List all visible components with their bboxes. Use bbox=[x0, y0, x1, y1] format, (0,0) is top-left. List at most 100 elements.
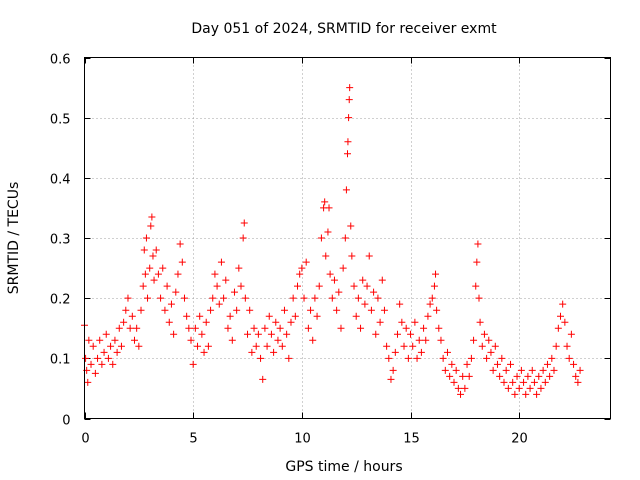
data-point bbox=[159, 264, 167, 272]
data-point bbox=[215, 300, 223, 308]
data-point bbox=[574, 378, 582, 386]
data-point bbox=[345, 114, 353, 122]
data-point bbox=[180, 294, 188, 302]
data-point bbox=[407, 330, 415, 338]
data-point bbox=[576, 366, 584, 374]
data-point bbox=[413, 354, 421, 362]
data-point bbox=[561, 318, 569, 326]
data-point bbox=[430, 282, 438, 290]
data-point bbox=[254, 330, 262, 338]
data-point bbox=[235, 264, 243, 272]
data-point bbox=[363, 282, 371, 290]
x-axis-label: GPS time / hours bbox=[285, 459, 402, 475]
data-point bbox=[165, 318, 173, 326]
data-point bbox=[517, 366, 525, 374]
data-point bbox=[402, 324, 410, 332]
x-tick-label: 5 bbox=[189, 432, 197, 447]
data-point bbox=[396, 300, 404, 308]
data-point bbox=[470, 336, 478, 344]
data-point bbox=[520, 378, 528, 386]
data-point bbox=[376, 318, 384, 326]
data-point bbox=[541, 378, 549, 386]
data-point bbox=[513, 372, 521, 380]
data-point bbox=[128, 312, 136, 320]
data-point bbox=[276, 324, 284, 332]
data-point bbox=[515, 384, 523, 392]
data-point bbox=[283, 330, 291, 338]
data-point bbox=[422, 336, 430, 344]
data-point bbox=[291, 312, 299, 320]
data-point bbox=[122, 306, 130, 314]
data-point bbox=[424, 312, 432, 320]
data-point bbox=[183, 312, 191, 320]
data-point bbox=[433, 306, 441, 314]
data-point bbox=[509, 378, 517, 386]
data-point bbox=[387, 375, 395, 383]
data-point bbox=[230, 288, 238, 296]
data-point bbox=[548, 354, 556, 362]
data-point bbox=[233, 306, 241, 314]
data-point bbox=[502, 366, 510, 374]
data-point bbox=[428, 294, 436, 302]
data-point bbox=[248, 348, 256, 356]
data-point bbox=[559, 300, 567, 308]
data-point bbox=[528, 366, 536, 374]
data-point bbox=[294, 282, 302, 290]
y-tick-label: 0.2 bbox=[50, 293, 71, 308]
data-point bbox=[385, 354, 393, 362]
data-point bbox=[240, 219, 248, 227]
grid-lines bbox=[84, 57, 611, 419]
data-point bbox=[467, 354, 475, 362]
data-point bbox=[135, 342, 143, 350]
data-point bbox=[380, 306, 388, 314]
data-point bbox=[94, 354, 102, 362]
data-point bbox=[370, 288, 378, 296]
data-point bbox=[552, 342, 560, 350]
data-point bbox=[147, 222, 155, 230]
data-point bbox=[457, 390, 465, 398]
data-point bbox=[443, 348, 451, 356]
data-point bbox=[246, 306, 254, 314]
data-point bbox=[504, 384, 512, 392]
data-point bbox=[344, 138, 352, 146]
data-point bbox=[163, 282, 171, 290]
data-point bbox=[550, 366, 558, 374]
data-point bbox=[198, 330, 206, 338]
data-point bbox=[480, 330, 488, 338]
data-point bbox=[100, 348, 108, 356]
data-point bbox=[148, 213, 156, 221]
data-point bbox=[285, 354, 293, 362]
data-point bbox=[572, 372, 580, 380]
data-point bbox=[274, 336, 282, 344]
data-point bbox=[170, 330, 178, 338]
data-point bbox=[344, 150, 351, 158]
data-point bbox=[342, 186, 350, 194]
data-point bbox=[563, 342, 571, 350]
data-point bbox=[302, 258, 310, 266]
data-point bbox=[117, 342, 125, 350]
data-point bbox=[228, 336, 236, 344]
data-point bbox=[537, 384, 545, 392]
data-point bbox=[200, 348, 208, 356]
data-point bbox=[259, 375, 267, 383]
data-point bbox=[272, 318, 280, 326]
data-point bbox=[167, 300, 175, 308]
data-point bbox=[296, 270, 304, 278]
x-tick-label: 0 bbox=[81, 432, 89, 447]
data-point bbox=[104, 354, 112, 362]
data-point bbox=[142, 234, 150, 242]
data-point bbox=[300, 294, 308, 302]
data-point bbox=[139, 282, 147, 290]
data-point bbox=[102, 330, 110, 338]
plot-frame bbox=[84, 57, 611, 419]
data-point bbox=[400, 342, 408, 350]
data-point bbox=[337, 324, 345, 332]
data-point bbox=[267, 330, 275, 338]
data-point bbox=[321, 198, 329, 206]
data-point bbox=[565, 354, 573, 362]
data-point bbox=[345, 96, 353, 104]
y-tick-label: 0.1 bbox=[50, 353, 71, 368]
data-point bbox=[220, 294, 228, 302]
data-point bbox=[178, 258, 186, 266]
data-point bbox=[535, 372, 543, 380]
